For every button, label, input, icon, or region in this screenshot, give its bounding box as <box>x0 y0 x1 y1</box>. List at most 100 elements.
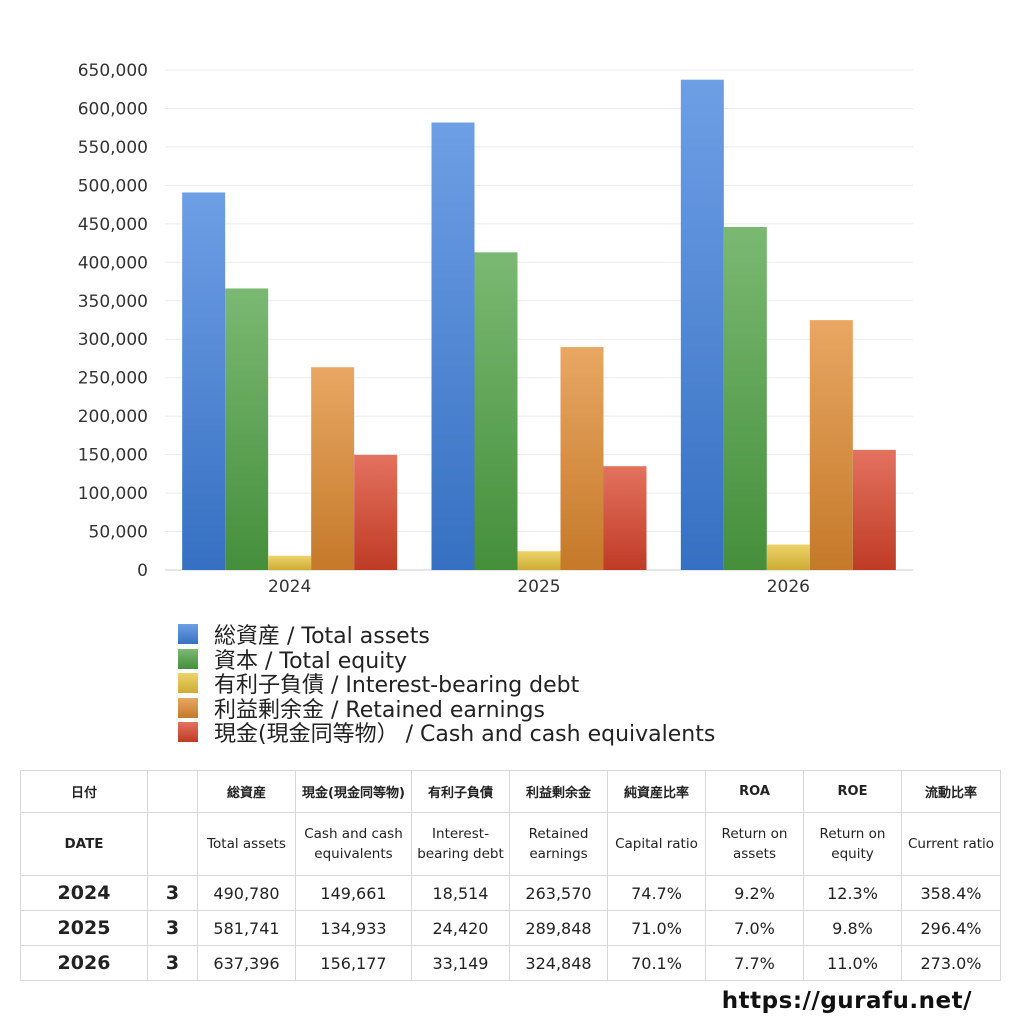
table-cell: Interest-bearing debt <box>411 812 510 876</box>
table-cell: 9.8% <box>803 910 902 946</box>
y-tick-label: 650,000 <box>78 61 148 81</box>
legend-label: 現金(現金同等物） / Cash and cash equivalents <box>214 722 716 748</box>
table-cell: 利益剰余金 <box>509 770 608 813</box>
table-cell: 70.1% <box>607 945 706 981</box>
table-cell: Retained earnings <box>509 812 608 876</box>
table-cell: 581,741 <box>197 910 296 946</box>
bar-2024-2 <box>268 555 312 570</box>
bar-2024-0 <box>182 192 226 570</box>
y-tick-label: 150,000 <box>78 446 148 466</box>
x-tick-label: 2025 <box>517 577 560 597</box>
bar-2024-1 <box>225 288 269 570</box>
table-cell: 3 <box>147 875 198 911</box>
legend: 総資産 / Total assets 資本 / Total equity 有利子負債… <box>178 622 715 747</box>
table-cell: 9.2% <box>705 875 804 911</box>
table-cell: 263,570 <box>509 875 608 911</box>
table-cell <box>147 770 198 813</box>
bar-2026-0 <box>680 79 724 571</box>
table-cell: 流動比率 <box>901 770 1001 813</box>
x-axis: 2024 2025 2026 <box>268 577 810 597</box>
bar-chart: 0 50,000 100,000 150,000 200,000 250,000 300,0… <box>78 61 913 597</box>
table-cell: 純資産比率 <box>607 770 706 813</box>
bar-2024-4 <box>354 454 398 570</box>
table-cell: 12.3% <box>803 875 902 911</box>
bar-2026-1 <box>723 226 767 570</box>
bar-2025-4 <box>603 466 647 570</box>
legend-item: 現金(現金同等物） / Cash and cash equivalents <box>178 720 715 747</box>
y-axis: 0 50,000 100,000 150,000 200,000 250,000 300,0… <box>78 61 148 581</box>
bar-2026-4 <box>852 449 896 570</box>
grid-lines <box>165 69 913 571</box>
table-cell: 637,396 <box>197 945 296 981</box>
table-cell: 2024 <box>20 875 148 911</box>
legend-label: 有利子負債 / Interest-bearing debt <box>214 673 580 699</box>
financial-table: 日付 総資産 現金(現金同等物) 有利子負債 利益剰余金 純資産比率 ROA ROE 流動比率 D… <box>20 770 1001 981</box>
bar-2024-3 <box>311 367 355 570</box>
site-url[interactable]: https://gurafu.net/ <box>721 988 972 1014</box>
table-cell: Cash and cash equivalents <box>295 812 412 876</box>
y-tick-label: 550,000 <box>78 138 148 158</box>
y-tick-label: 300,000 <box>78 330 148 350</box>
legend-item: 有利子負債 / Interest-bearing debt <box>178 671 715 698</box>
y-tick-label: 50,000 <box>89 523 148 543</box>
table-cell: 74.7% <box>607 875 706 911</box>
legend-swatch <box>178 648 198 669</box>
table-cell: 有利子負債 <box>411 770 510 813</box>
table-cell: 149,661 <box>295 875 412 911</box>
table-cell: 134,933 <box>295 910 412 946</box>
table-cell: 289,848 <box>509 910 608 946</box>
table-cell: Total assets <box>197 812 296 876</box>
bar-2026-3 <box>809 320 853 570</box>
table-cell: 71.0% <box>607 910 706 946</box>
legend-swatch <box>178 697 198 718</box>
y-tick-label: 600,000 <box>78 99 148 119</box>
table-cell: 3 <box>147 910 198 946</box>
legend-swatch <box>178 673 198 694</box>
table-cell: ROE <box>803 770 902 813</box>
table-cell: 324,848 <box>509 945 608 981</box>
legend-label: 利益剰余金 / Retained earnings <box>214 697 545 723</box>
table-cell: Capital ratio <box>607 812 706 876</box>
y-tick-label: 100,000 <box>78 484 148 504</box>
table-cell: 156,177 <box>295 945 412 981</box>
y-tick-label: 350,000 <box>78 292 148 312</box>
table-cell: 総資産 <box>197 770 296 813</box>
table-cell: 24,420 <box>411 910 510 946</box>
table-cell: Return on equity <box>803 812 902 876</box>
legend-item: 利益剰余金 / Retained earnings <box>178 696 715 723</box>
table-cell: 358.4% <box>901 875 1001 911</box>
table-cell: 18,514 <box>411 875 510 911</box>
legend-label: 資本 / Total equity <box>214 648 407 674</box>
table-cell: ROA <box>705 770 804 813</box>
table-cell: 2025 <box>20 910 148 946</box>
table-cell: 現金(現金同等物) <box>295 770 412 813</box>
y-tick-label: 500,000 <box>78 176 148 196</box>
table-cell: 7.0% <box>705 910 804 946</box>
legend-label: 総資産 / Total assets <box>214 624 430 650</box>
table-cell: 11.0% <box>803 945 902 981</box>
table-cell: 490,780 <box>197 875 296 911</box>
bars <box>182 79 896 571</box>
bar-2025-2 <box>517 551 561 570</box>
y-tick-label: 0 <box>137 561 148 581</box>
legend-item: 資本 / Total equity <box>178 647 715 674</box>
table-cell: 2026 <box>20 945 148 981</box>
y-tick-label: 250,000 <box>78 369 148 389</box>
x-tick-label: 2026 <box>767 577 810 597</box>
y-tick-label: 200,000 <box>78 407 148 427</box>
bar-2025-0 <box>431 122 475 570</box>
bar-2025-1 <box>474 252 518 571</box>
x-tick-label: 2024 <box>268 577 311 597</box>
legend-swatch <box>178 722 198 743</box>
y-tick-label: 450,000 <box>78 215 148 235</box>
bar-2025-3 <box>560 347 604 570</box>
table-cell: 296.4% <box>901 910 1001 946</box>
table-cell: DATE <box>20 812 148 876</box>
legend-swatch <box>178 624 198 645</box>
table-cell <box>147 812 198 876</box>
legend-item: 総資産 / Total assets <box>178 622 715 649</box>
table-cell: 日付 <box>20 770 148 813</box>
table-cell: Current ratio <box>901 812 1001 876</box>
table-cell: 273.0% <box>901 945 1001 981</box>
bar-2026-2 <box>766 544 810 570</box>
